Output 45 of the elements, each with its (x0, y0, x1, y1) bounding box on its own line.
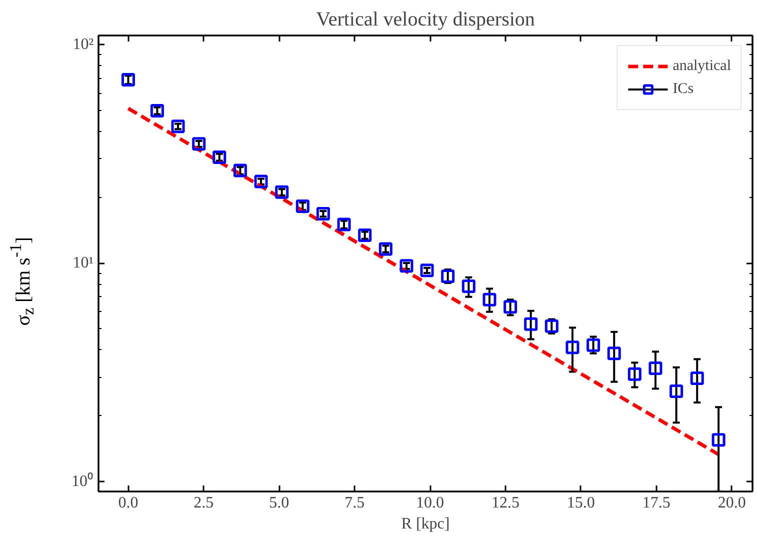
point (150, 104, 164, 118)
x-tick-label: 12.5 (491, 494, 520, 512)
x-tick-label: 10.0 (416, 494, 444, 512)
legend-label: ICs (672, 80, 694, 98)
point (670, 384, 684, 398)
y-tick-label: 10² (72, 36, 94, 54)
point (586, 338, 600, 352)
x-tick-label: 20.0 (718, 494, 746, 512)
point (192, 137, 206, 151)
point (628, 367, 642, 381)
x-tick-label: 17.5 (642, 494, 670, 512)
point (378, 242, 392, 256)
point (400, 259, 414, 273)
point (233, 164, 247, 178)
x-axis-title: R [kpc] (401, 516, 450, 532)
point (337, 218, 351, 232)
chart-title: Vertical velocity dispersion (316, 8, 535, 30)
x-tick-label: 7.5 (344, 494, 365, 512)
point (212, 150, 226, 164)
point (648, 361, 662, 375)
legend-label: analytical (672, 58, 731, 74)
point (544, 319, 558, 333)
point (420, 264, 434, 278)
point (712, 433, 726, 447)
point (358, 228, 372, 242)
point (121, 73, 135, 86)
point (566, 340, 580, 354)
point (171, 120, 185, 134)
point (504, 300, 518, 314)
x-tick-label: 15.0 (566, 494, 595, 512)
point (524, 317, 538, 331)
point (296, 199, 310, 213)
y-tick-label: 10¹ (72, 254, 94, 272)
point (690, 371, 704, 385)
x-tick-label: 2.5 (194, 494, 214, 512)
point (316, 207, 330, 221)
point (275, 185, 289, 199)
x-tick-label: 5.0 (269, 494, 290, 512)
point (254, 174, 268, 188)
y-tick-label: 10⁰ (72, 472, 94, 490)
point (441, 269, 455, 283)
x-tick-label: 0.0 (118, 494, 138, 512)
point (482, 292, 496, 306)
point (607, 346, 621, 360)
point (462, 279, 476, 293)
